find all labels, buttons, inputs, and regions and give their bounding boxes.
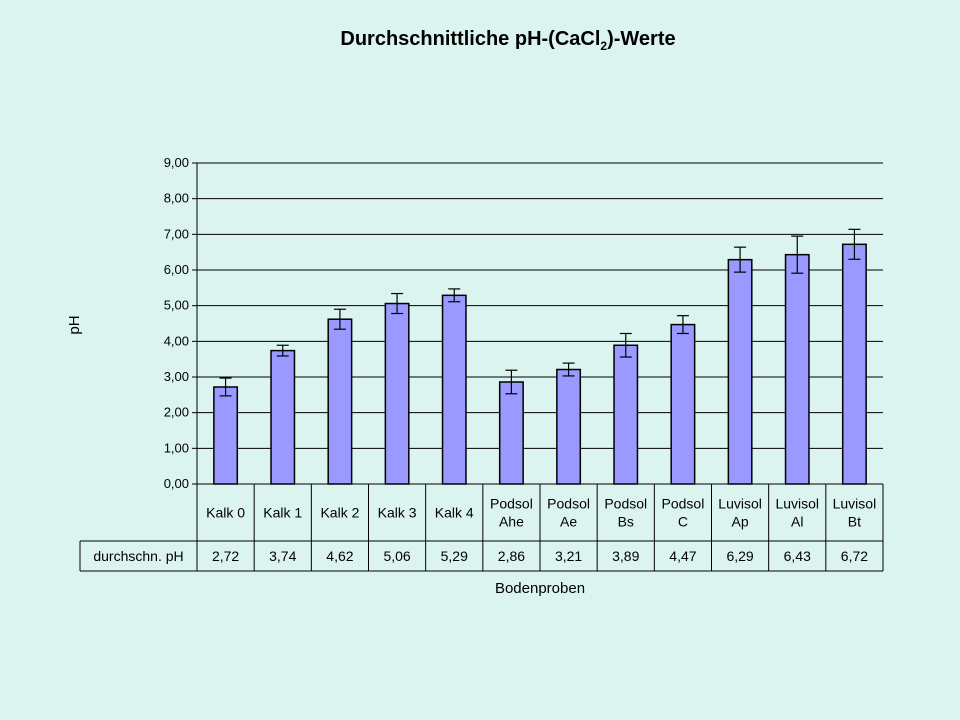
y-tick-label: 8,00	[164, 191, 189, 206]
bar	[498, 381, 524, 485]
axes: 0,00 1,00 2,00 3,00 4,00 5,00 6,00 7,00 8,00 9,00	[164, 155, 198, 491]
bar	[441, 294, 467, 485]
chart-title-subscript: 2	[600, 39, 608, 53]
x-category-label: Al	[791, 514, 803, 530]
x-category-label: Ap	[732, 514, 749, 530]
data-label: 6,72	[841, 548, 868, 564]
gridlines	[197, 162, 883, 449]
y-tick-label: 9,00	[164, 155, 189, 170]
bars	[213, 243, 867, 485]
table-row-label: durchschn. pH	[93, 548, 183, 564]
x-category-label: Luvisol	[833, 496, 877, 512]
data-label: 3,21	[555, 548, 582, 564]
x-category-label: Ae	[560, 514, 577, 530]
x-category-label: Kalk 0	[206, 505, 245, 521]
y-tick-label: 6,00	[164, 262, 189, 277]
data-label: 2,72	[212, 548, 239, 564]
bar	[727, 258, 753, 485]
x-category-label: Luvisol	[775, 496, 819, 512]
error-bars	[219, 228, 861, 397]
y-tick-label: 2,00	[164, 405, 189, 420]
bar	[784, 253, 810, 485]
x-category-label: Podsol	[547, 496, 590, 512]
data-label: 3,89	[612, 548, 639, 564]
x-category-label: Luvisol	[718, 496, 762, 512]
y-tick-label: 5,00	[164, 298, 189, 313]
data-label: 3,74	[269, 548, 296, 564]
chart-title-suffix: )-Werte	[607, 28, 676, 50]
data-label: 5,06	[383, 548, 410, 564]
y-tick-label: 7,00	[164, 226, 189, 241]
x-category-label: Bt	[848, 514, 861, 530]
bar	[613, 344, 639, 485]
x-category-label: Kalk 3	[378, 505, 417, 521]
bar	[327, 318, 353, 485]
x-category-label: Podsol	[604, 496, 647, 512]
chart-title: Durchschnittliche pH-(CaCl2)-Werte	[0, 28, 960, 53]
y-tick-label: 0,00	[164, 476, 189, 491]
data-label: 6,43	[784, 548, 811, 564]
bar	[270, 349, 296, 485]
y-tick-label: 4,00	[164, 333, 189, 348]
data-label: 4,47	[669, 548, 696, 564]
x-category-label: Podsol	[662, 496, 705, 512]
x-category-label: Bs	[618, 514, 634, 530]
x-category-label: Ahe	[499, 514, 524, 530]
x-category-label: Kalk 1	[263, 505, 302, 521]
data-table: Kalk 0 Kalk 1 Kalk 2 Kalk 3 Kalk 4 Podsol Ahe P…	[79, 483, 884, 572]
x-category-label: Podsol	[490, 496, 533, 512]
bar	[841, 243, 867, 485]
bar	[670, 323, 696, 485]
y-tick-label: 3,00	[164, 369, 189, 384]
x-category-label: Kalk 4	[435, 505, 474, 521]
y-axis-title: pH	[66, 315, 83, 334]
bar	[556, 368, 582, 485]
data-label: 6,29	[726, 548, 753, 564]
data-label: 4,62	[326, 548, 353, 564]
chart-title-main: Durchschnittliche pH-(CaCl	[340, 28, 601, 50]
y-tick-label: 1,00	[164, 440, 189, 455]
x-category-label: C	[678, 514, 688, 530]
data-label: 5,29	[441, 548, 468, 564]
x-category-label: Kalk 2	[320, 505, 359, 521]
bar	[384, 302, 410, 485]
bar	[213, 386, 239, 485]
x-axis-title: Bodenproben	[495, 580, 585, 597]
data-label: 2,86	[498, 548, 525, 564]
